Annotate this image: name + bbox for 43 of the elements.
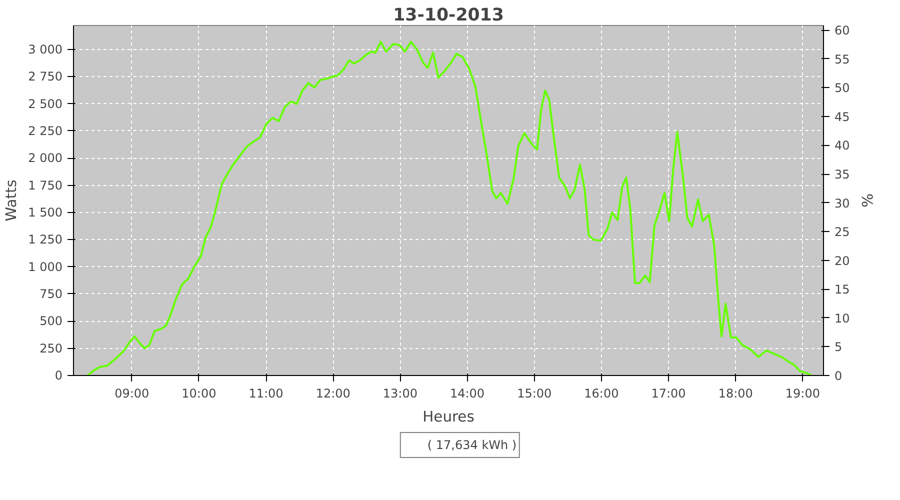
y-tick-label: 1 750 <box>28 178 63 192</box>
y-tick-label: 2 750 <box>28 70 63 84</box>
y2-axis-title: % <box>858 194 875 208</box>
x-tick-label: 12:00 <box>316 386 350 400</box>
y2-tick-label: 50 <box>834 81 850 96</box>
text: ( 17,634 kWh ) <box>427 438 517 452</box>
y-tick-label: 1 000 <box>28 260 63 274</box>
y2-tick-label: 60 <box>834 24 850 38</box>
y2-tick-label: 15 <box>834 282 850 297</box>
y-tick-label: 2 250 <box>28 124 63 138</box>
y2-tick-label: 10 <box>834 311 850 326</box>
y2-tick-label: 5 <box>834 340 842 354</box>
chart-title: 13-10-2013 <box>393 6 504 26</box>
x-tick-label: 16:00 <box>584 386 619 400</box>
x-tick-label: 14:00 <box>450 386 485 400</box>
y2-tick-label: 25 <box>834 225 850 240</box>
x-tick-label: 18:00 <box>718 386 753 400</box>
line-series <box>86 40 812 376</box>
y-tick-label: 500 <box>40 314 62 328</box>
x-tick-label: 15:00 <box>517 386 552 400</box>
x-tick-label: 17:00 <box>651 386 686 400</box>
y-tick-label: 1 250 <box>28 232 63 247</box>
y-axis-title: Watts <box>3 180 20 222</box>
y-tick-label: 2 500 <box>28 96 63 111</box>
y2-tick-label: 45 <box>834 110 850 124</box>
y2-tick-label: 40 <box>834 138 850 153</box>
y2-tick-label: 55 <box>834 52 850 66</box>
y-tick-label: 250 <box>40 341 62 356</box>
x-tick-label: 13:00 <box>382 386 418 400</box>
y-tick-label: 0 <box>54 368 63 382</box>
y-tick-label: 750 <box>40 286 62 301</box>
y2-tick-label: 30 <box>834 196 850 210</box>
y-tick-label: 1 500 <box>28 205 63 220</box>
y2-tick-label: 0 <box>834 369 842 383</box>
x-tick-label: 10:00 <box>182 386 216 400</box>
y-tick-label: 3 000 <box>28 42 63 56</box>
y2-tick-label: 20 <box>834 254 850 268</box>
x-axis-title: Heures <box>422 408 474 426</box>
x-tick-label: 19:00 <box>785 386 820 400</box>
y2-tick-label: 35 <box>834 168 850 182</box>
x-tick-label: 11:00 <box>248 386 284 400</box>
y-tick-label: 2 000 <box>28 151 63 166</box>
x-tick-label: 09:00 <box>114 386 150 400</box>
